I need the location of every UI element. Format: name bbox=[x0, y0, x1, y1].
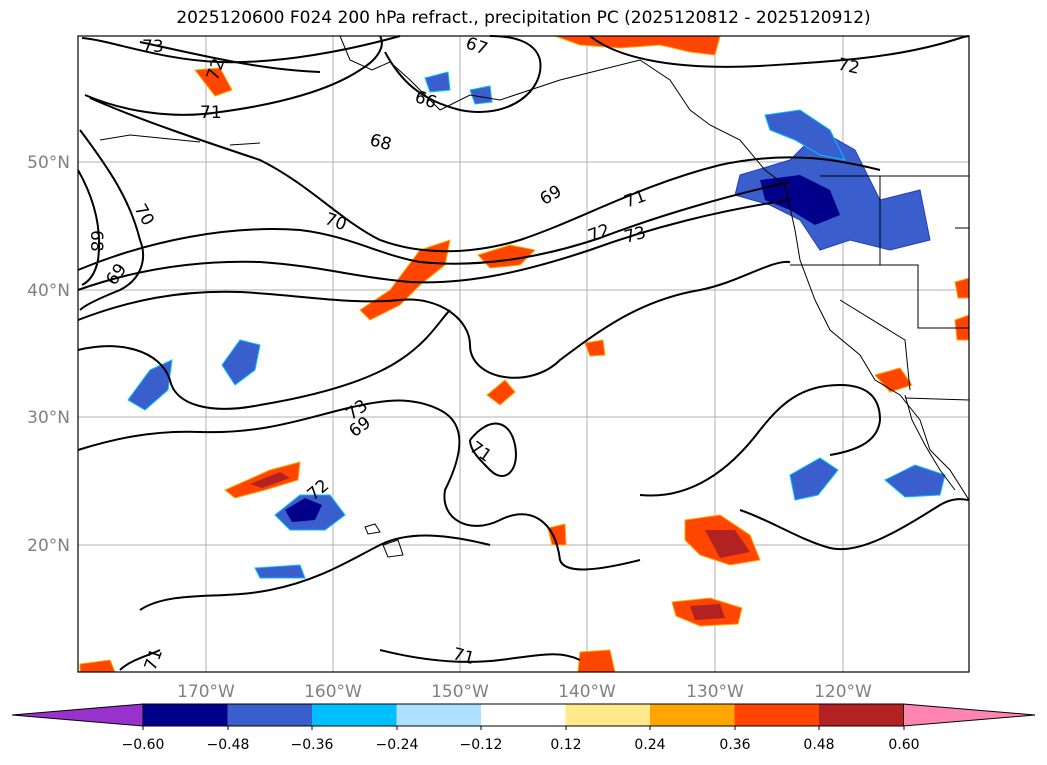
lon-label-120w: 120°W bbox=[814, 682, 872, 702]
coastline-alaska bbox=[339, 35, 970, 501]
contour-line-9 bbox=[77, 199, 791, 291]
border-state-3 bbox=[839, 299, 911, 391]
lon-label-150w: 150°W bbox=[431, 682, 489, 702]
precip-blob-mid-positive-3 bbox=[547, 523, 567, 546]
contour-line-12 bbox=[589, 35, 970, 68]
precip-blob-hawaii-positive-core bbox=[250, 472, 290, 488]
colorbar-label: −0.24 bbox=[376, 737, 419, 753]
precip-blob-east-positive-core bbox=[705, 530, 750, 558]
colorbar-label: 0.48 bbox=[803, 737, 834, 753]
colorbar-segment bbox=[650, 704, 735, 726]
colorbar-label: 0.24 bbox=[634, 737, 665, 753]
border-state-1 bbox=[790, 264, 969, 329]
contour-line-8 bbox=[77, 181, 791, 271]
contour-line-1 bbox=[81, 35, 401, 64]
precip-blob-hawaii-core bbox=[285, 498, 322, 522]
lon-label-140w: 140°W bbox=[558, 682, 616, 702]
contour-line-10 bbox=[77, 260, 791, 379]
colorbar-extend-low bbox=[11, 703, 144, 727]
latitude-tick-labels: 50°N 40°N 30°N 20°N bbox=[27, 153, 70, 556]
precip-blob-ak-negative-2 bbox=[424, 71, 451, 93]
precip-blob-west-positive bbox=[194, 67, 233, 97]
lat-label-30n: 30°N bbox=[27, 408, 70, 428]
coastline-baja bbox=[904, 394, 956, 491]
colorbar-labels: −0.60 −0.48 −0.36 −0.24 −0.12 0.12 0.24 … bbox=[122, 737, 920, 753]
contour-line-14 bbox=[469, 422, 517, 477]
contour-line-16 bbox=[639, 383, 882, 497]
map-frame bbox=[77, 35, 970, 673]
precip-blob-south-corner-positive bbox=[577, 649, 616, 673]
contour-line-2 bbox=[84, 35, 383, 116]
precip-blob-south-positive-core bbox=[690, 604, 725, 620]
coastline-hawaii-2 bbox=[382, 539, 404, 558]
contour-line-18 bbox=[119, 649, 161, 671]
contour-line-13 bbox=[77, 399, 641, 571]
colorbar-segment bbox=[819, 704, 904, 726]
contour-line-4 bbox=[139, 41, 321, 73]
contour-label: 71 bbox=[200, 103, 222, 123]
contour-label: 72 bbox=[836, 55, 861, 79]
lon-label-130w: 130°W bbox=[686, 682, 744, 702]
precip-blob-central-negative bbox=[221, 339, 261, 386]
coastlines bbox=[99, 35, 970, 558]
contour-label: 73 bbox=[142, 37, 164, 57]
contour-line-6 bbox=[77, 169, 101, 286]
map-title: 2025120600 F024 200 hPa refract., precip… bbox=[176, 8, 871, 28]
precip-blob-mid-positive-2 bbox=[584, 339, 606, 357]
refractivity-contours bbox=[77, 35, 970, 671]
contour-line-11 bbox=[77, 309, 451, 410]
precip-blob-southeast-negative-2 bbox=[789, 457, 839, 501]
colorbar-border bbox=[142, 703, 904, 727]
map-panel bbox=[78, 36, 969, 672]
coastline-hawaii-1 bbox=[364, 523, 381, 535]
contour-line-3 bbox=[384, 35, 542, 113]
longitude-tick-labels: 170°W 160°W 150°W 140°W 130°W 120°W bbox=[177, 682, 872, 702]
colorbar-label: −0.36 bbox=[291, 737, 334, 753]
precip-blob-east-edge-positive-2 bbox=[954, 277, 970, 299]
precip-blob-south-negative bbox=[254, 564, 306, 579]
colorbar-segment bbox=[734, 704, 820, 726]
contour-label: 68 bbox=[86, 230, 106, 252]
contour-line-19 bbox=[379, 649, 581, 663]
precip-blob-southeast-negative bbox=[884, 464, 946, 498]
precip-blob-pnw-core bbox=[760, 175, 840, 225]
precipitation-shading bbox=[79, 35, 970, 673]
colorbar-segment bbox=[227, 704, 313, 726]
precip-blob-west-negative bbox=[127, 359, 173, 411]
precip-blob-ak-negative bbox=[469, 85, 493, 105]
lon-label-160w: 160°W bbox=[304, 682, 362, 702]
contour-line-7 bbox=[89, 97, 881, 253]
colorbar-segments bbox=[11, 703, 1036, 727]
contour-line-15 bbox=[139, 534, 491, 611]
colorbar-ticks bbox=[142, 726, 905, 730]
colorbar-label: 0.36 bbox=[719, 737, 750, 753]
colorbar-label: 0.60 bbox=[888, 737, 919, 753]
lat-label-20n: 20°N bbox=[27, 536, 70, 556]
colorbar-label: −0.12 bbox=[460, 737, 503, 753]
lon-label-170w: 170°W bbox=[177, 682, 235, 702]
lat-label-50n: 50°N bbox=[27, 153, 70, 173]
colorbar-segment bbox=[565, 704, 651, 726]
coastline-aleutian-2 bbox=[229, 142, 261, 146]
colorbar-segment bbox=[481, 704, 566, 726]
lat-label-40n: 40°N bbox=[27, 281, 70, 301]
colorbar-segment bbox=[312, 704, 397, 726]
precip-blob-pnw-north bbox=[764, 109, 846, 161]
colorbar: −0.60 −0.48 −0.36 −0.24 −0.12 0.12 0.24 … bbox=[11, 703, 1036, 753]
colorbar-label: 0.12 bbox=[550, 737, 581, 753]
border-us-mexico bbox=[904, 397, 970, 401]
coastline-aleutian-1 bbox=[99, 134, 201, 143]
colorbar-extend-high bbox=[903, 703, 1036, 727]
colorbar-segment bbox=[143, 704, 228, 726]
colorbar-label: −0.48 bbox=[207, 737, 250, 753]
colorbar-label: −0.60 bbox=[122, 737, 165, 753]
contour-line-5 bbox=[79, 129, 145, 311]
precip-blob-central-north-positive bbox=[359, 239, 451, 321]
precip-blob-mid-positive bbox=[486, 379, 516, 406]
colorbar-segment bbox=[396, 704, 482, 726]
contour-line-17 bbox=[739, 498, 970, 551]
